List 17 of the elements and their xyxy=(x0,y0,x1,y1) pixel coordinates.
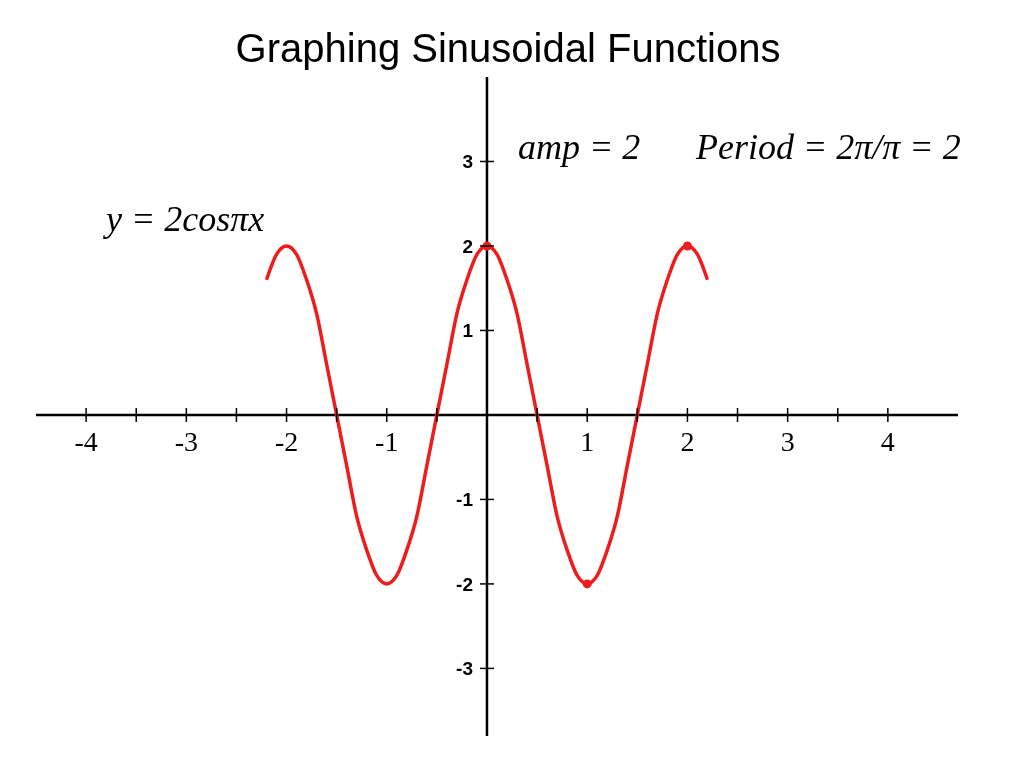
x-tick-label: 3 xyxy=(780,425,795,457)
x-tick-label: 2 xyxy=(680,425,695,457)
x-tick-label: -2 xyxy=(274,425,299,457)
x-tick-label: -3 xyxy=(174,425,198,457)
y-tick-label: 3 xyxy=(462,151,473,173)
y-tick-label: -1 xyxy=(456,489,474,511)
annotation: amp = 2 xyxy=(518,126,641,168)
y-tick-label: -2 xyxy=(456,573,473,595)
y-tick-label: 2 xyxy=(462,235,473,257)
x-tick-label: 1 xyxy=(580,425,595,457)
y-tick-label: -3 xyxy=(456,658,473,680)
x-tick-label: -1 xyxy=(375,425,399,457)
y-tick-label: 1 xyxy=(462,320,474,342)
chart-title: Graphing Sinusoidal Functions xyxy=(234,25,782,72)
x-tick-label: -4 xyxy=(74,425,98,457)
x-tick-label: 4 xyxy=(880,425,895,457)
annotation: Period = 2π/π = 2 xyxy=(696,126,961,168)
